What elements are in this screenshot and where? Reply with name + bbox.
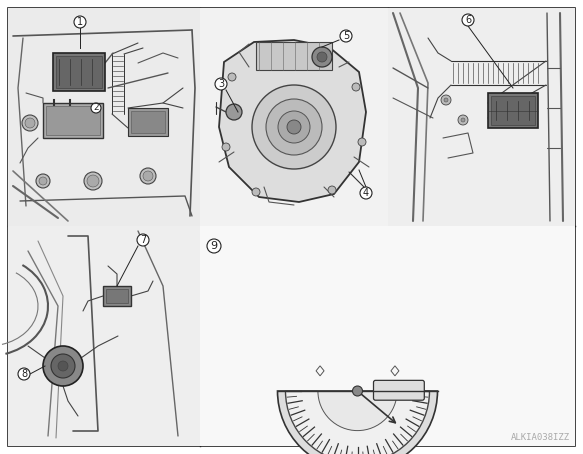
Circle shape <box>461 118 465 122</box>
Circle shape <box>228 73 236 81</box>
Text: 1: 1 <box>77 17 83 27</box>
Circle shape <box>287 120 301 134</box>
Circle shape <box>22 115 38 131</box>
Circle shape <box>441 95 451 105</box>
Circle shape <box>140 168 156 184</box>
Bar <box>8 226 200 446</box>
Circle shape <box>444 98 448 102</box>
Circle shape <box>207 239 221 253</box>
Bar <box>56 56 102 88</box>
Bar <box>200 226 575 446</box>
Circle shape <box>87 175 99 187</box>
Circle shape <box>317 52 327 62</box>
Circle shape <box>36 174 50 188</box>
Bar <box>256 42 332 70</box>
Circle shape <box>328 186 336 194</box>
Circle shape <box>360 187 372 199</box>
Text: 6: 6 <box>465 15 471 25</box>
Circle shape <box>353 386 363 396</box>
Bar <box>106 289 128 303</box>
Circle shape <box>278 111 310 143</box>
Circle shape <box>137 234 149 246</box>
Circle shape <box>266 99 322 155</box>
Circle shape <box>358 138 366 146</box>
Circle shape <box>215 78 227 90</box>
Wedge shape <box>286 391 430 454</box>
Circle shape <box>222 143 230 151</box>
FancyBboxPatch shape <box>374 380 424 400</box>
Circle shape <box>91 103 101 113</box>
Circle shape <box>252 188 260 196</box>
Bar <box>43 103 103 138</box>
Circle shape <box>226 104 242 120</box>
Bar <box>488 93 538 128</box>
Text: 7: 7 <box>140 235 146 245</box>
Circle shape <box>58 361 68 371</box>
Circle shape <box>43 346 83 386</box>
Text: 5: 5 <box>343 31 349 41</box>
Circle shape <box>18 368 30 380</box>
Text: 4: 4 <box>363 188 369 198</box>
Text: 8: 8 <box>21 369 27 379</box>
Polygon shape <box>219 40 366 202</box>
Circle shape <box>252 85 336 169</box>
Bar <box>388 8 575 226</box>
Circle shape <box>462 14 474 26</box>
Bar <box>8 8 200 226</box>
Bar <box>131 111 165 133</box>
Text: ALKIA038IZZ: ALKIA038IZZ <box>511 433 570 442</box>
Wedge shape <box>278 391 437 454</box>
Text: 2: 2 <box>93 104 99 113</box>
Circle shape <box>25 118 35 128</box>
Text: 9: 9 <box>210 241 217 251</box>
Bar <box>46 106 100 135</box>
Bar <box>128 108 168 136</box>
Circle shape <box>51 354 75 378</box>
Circle shape <box>312 47 332 67</box>
Text: 3: 3 <box>218 79 224 89</box>
Bar <box>491 96 535 125</box>
Circle shape <box>143 171 153 181</box>
Circle shape <box>458 115 468 125</box>
Bar <box>200 8 388 226</box>
Circle shape <box>352 83 360 91</box>
Circle shape <box>74 16 86 28</box>
Circle shape <box>340 30 352 42</box>
Wedge shape <box>318 391 397 430</box>
Circle shape <box>84 172 102 190</box>
Bar <box>103 286 131 306</box>
Circle shape <box>39 177 47 185</box>
Bar <box>53 53 105 91</box>
